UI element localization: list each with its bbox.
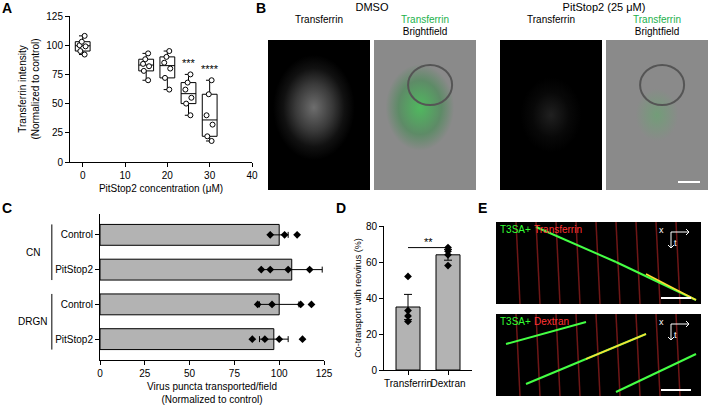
svg-text:****: **** bbox=[201, 63, 219, 75]
html-text:Brightfield: Brightfield bbox=[402, 26, 448, 37]
html-text:T3SA+ Dextran: T3SA+ Dextran bbox=[500, 316, 569, 327]
svg-text:DRGN: DRGN bbox=[18, 316, 47, 327]
svg-text:125: 125 bbox=[46, 11, 63, 22]
html-text:t: t bbox=[674, 238, 677, 248]
svg-text:Dextran: Dextran bbox=[430, 378, 465, 389]
html-text:PitStop2 (25 μM): PitStop2 (25 μM) bbox=[562, 1, 646, 13]
svg-text:10: 10 bbox=[119, 170, 131, 181]
svg-text:0: 0 bbox=[97, 368, 103, 379]
svg-text:50: 50 bbox=[52, 98, 64, 109]
svg-text:60: 60 bbox=[366, 257, 378, 268]
svg-text:Control: Control bbox=[61, 229, 93, 240]
svg-text:30: 30 bbox=[204, 170, 216, 181]
svg-text:0: 0 bbox=[371, 365, 377, 376]
html-text:Transferrin: Transferrin bbox=[295, 14, 343, 25]
html-text:DMSO: DMSO bbox=[355, 1, 389, 13]
html-text:D: D bbox=[336, 200, 347, 216]
svg-text:PitStop2: PitStop2 bbox=[55, 264, 93, 275]
svg-text:PitStop2: PitStop2 bbox=[55, 334, 93, 345]
svg-text:0: 0 bbox=[57, 157, 63, 168]
svg-text:Control: Control bbox=[61, 299, 93, 310]
svg-text:25: 25 bbox=[139, 368, 151, 379]
html-text:B: B bbox=[256, 0, 267, 16]
html-text:x: x bbox=[659, 317, 664, 327]
svg-text:Transferrin: Transferrin bbox=[384, 378, 432, 389]
html-text:C: C bbox=[2, 200, 13, 216]
svg-text:Co-transport with reovirus (%): Co-transport with reovirus (%) bbox=[353, 238, 363, 358]
html-text:E: E bbox=[478, 200, 488, 216]
html-text:Transferrin: Transferrin bbox=[633, 14, 681, 25]
html-text:Transferrin: Transferrin bbox=[527, 14, 575, 25]
html-text:Transferrin: Transferrin bbox=[401, 14, 449, 25]
svg-text:Transferrin intensity(Normaliz: Transferrin intensity(Normalized to cont… bbox=[17, 38, 41, 139]
svg-text:Virus puncta transported/field: Virus puncta transported/field(Normalize… bbox=[147, 381, 277, 405]
svg-text:20: 20 bbox=[162, 170, 174, 181]
svg-text:***: *** bbox=[182, 57, 196, 69]
svg-text:80: 80 bbox=[366, 221, 378, 232]
svg-text:20: 20 bbox=[366, 329, 378, 340]
html-text:x: x bbox=[659, 225, 664, 235]
svg-text:25: 25 bbox=[52, 127, 64, 138]
svg-text:40: 40 bbox=[246, 170, 258, 181]
svg-text:100: 100 bbox=[271, 368, 288, 379]
svg-text:PitStop2 concentration (μM): PitStop2 concentration (μM) bbox=[99, 183, 223, 194]
svg-text:75: 75 bbox=[229, 368, 241, 379]
svg-text:CN: CN bbox=[26, 247, 40, 258]
svg-text:40: 40 bbox=[366, 293, 378, 304]
html-text:A: A bbox=[2, 0, 13, 16]
html-text:T3SA+ Transferrin: T3SA+ Transferrin bbox=[500, 224, 582, 235]
svg-text:100: 100 bbox=[46, 40, 63, 51]
html-text:Brightfield: Brightfield bbox=[634, 26, 680, 37]
svg-text:125: 125 bbox=[316, 368, 333, 379]
svg-text:50: 50 bbox=[184, 368, 196, 379]
svg-text:0: 0 bbox=[80, 170, 86, 181]
svg-text:**: ** bbox=[424, 236, 433, 248]
svg-text:75: 75 bbox=[52, 69, 64, 80]
html-text:t: t bbox=[674, 330, 677, 340]
